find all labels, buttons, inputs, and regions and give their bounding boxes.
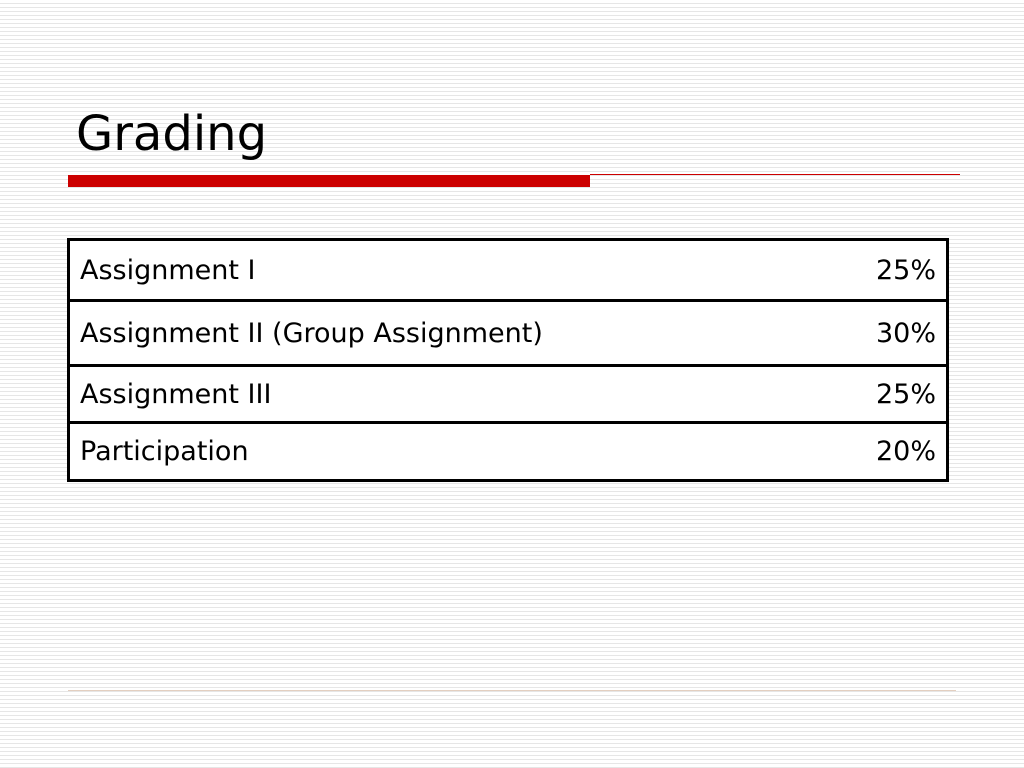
- item-cell: Participation: [66, 421, 821, 482]
- weight-cell: 25%: [820, 238, 949, 302]
- slide-title: Grading: [76, 106, 268, 162]
- item-cell: Assignment I: [66, 238, 821, 302]
- grading-table: Assignment I 25% Assignment II (Group Assi…: [66, 238, 949, 482]
- weight-cell: 20%: [820, 421, 949, 482]
- table-row: Assignment III 25%: [66, 364, 949, 424]
- title-rule: [590, 174, 960, 175]
- table-body: Assignment I 25% Assignment II (Group Assi…: [66, 238, 949, 482]
- table-row: Assignment I 25%: [66, 238, 949, 302]
- weight-cell: 30%: [820, 299, 949, 367]
- item-cell: Assignment II (Group Assignment): [66, 299, 821, 367]
- table-row: Assignment II (Group Assignment) 30%: [66, 299, 949, 367]
- table-row: Participation 20%: [66, 421, 949, 482]
- footer-rule: [68, 690, 956, 691]
- weight-cell: 25%: [820, 364, 949, 424]
- title-underline: [68, 175, 590, 187]
- item-cell: Assignment III: [66, 364, 821, 424]
